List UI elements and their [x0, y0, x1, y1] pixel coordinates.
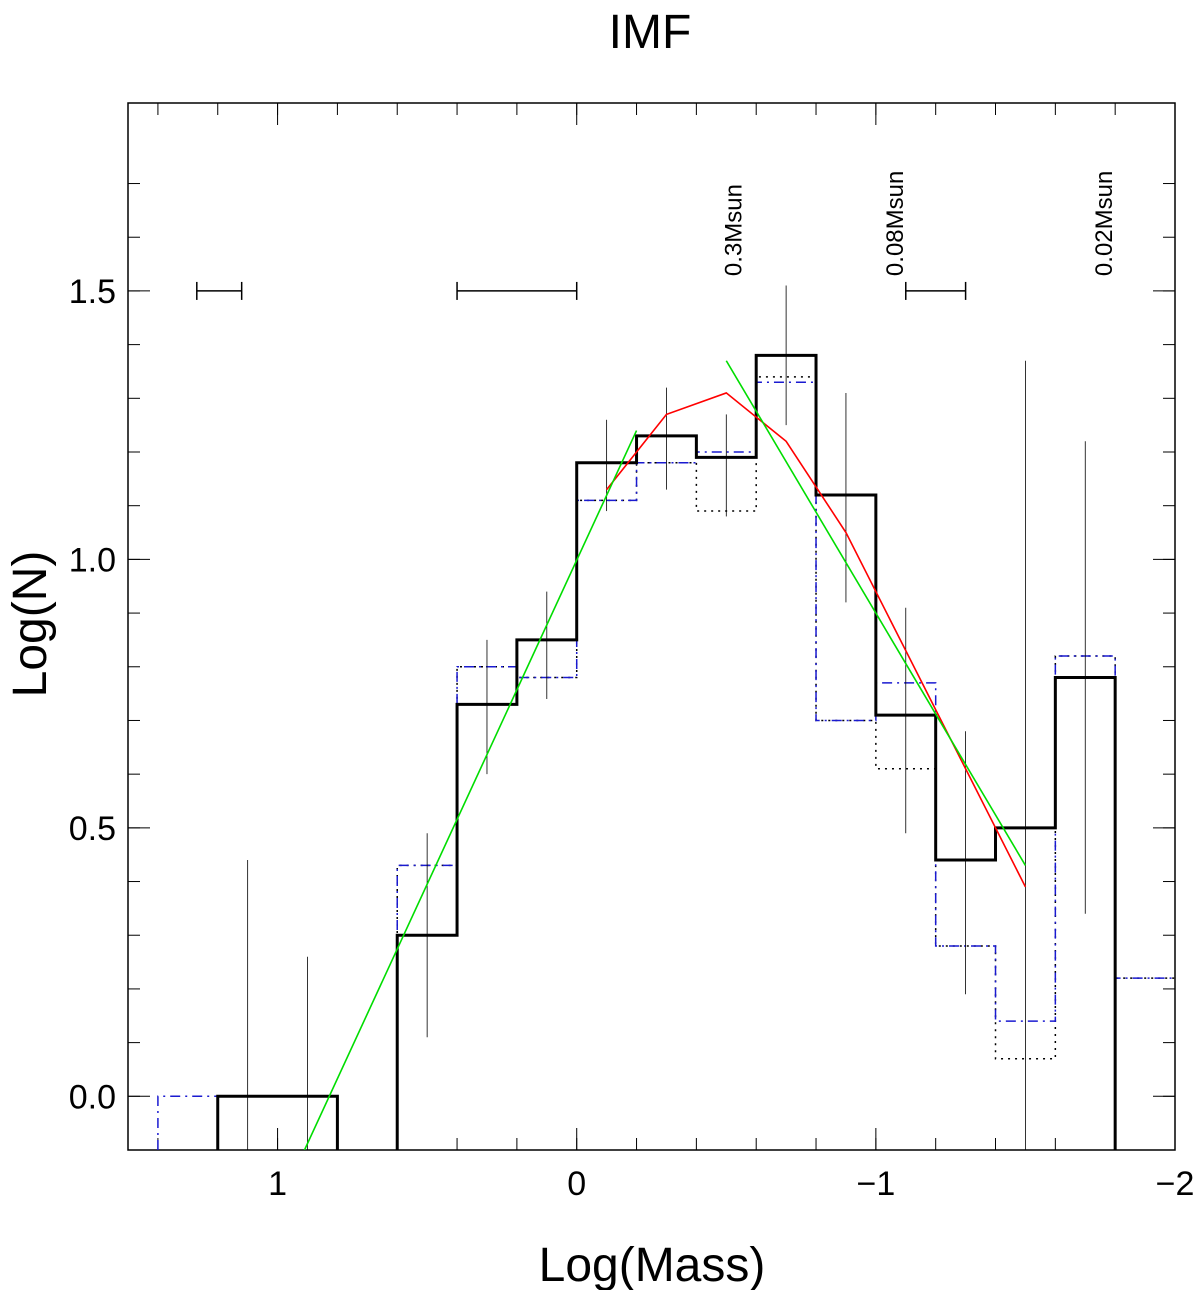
chart-title: IMF — [609, 6, 692, 59]
histogram-dash-dot — [157, 381, 1175, 1150]
y-tick-label: 0.5 — [69, 810, 116, 848]
fit-line — [303, 430, 638, 1150]
y-tick-label: 1.0 — [69, 541, 116, 579]
x-tick-label: 1 — [268, 1165, 287, 1203]
y-tick-label: 0.0 — [69, 1078, 116, 1116]
x-tick-label: −1 — [856, 1165, 895, 1203]
x-tick-label: −2 — [1156, 1165, 1195, 1203]
plot-frame — [127, 102, 1176, 1151]
x-axis-title: Log(Mass) — [539, 1239, 766, 1290]
fit-line — [725, 360, 1027, 866]
histogram-solid-thick — [216, 353, 1117, 1150]
y-axis-title: Log(N) — [4, 551, 57, 698]
mass-annotation: 0.3Msun — [720, 184, 747, 276]
mass-annotation: 0.02Msun — [1091, 171, 1118, 276]
histogram-dotted — [396, 376, 1175, 1150]
plot-area: 1 0 −1 −2 0.0 0.5 1.0 1.5 0.3Msun 0.08Msun 0.02Msu… — [69, 102, 1195, 1203]
x-tick-label: 0 — [567, 1165, 586, 1203]
mass-annotation: 0.08Msun — [882, 171, 909, 276]
y-tick-label: 1.5 — [69, 273, 116, 311]
